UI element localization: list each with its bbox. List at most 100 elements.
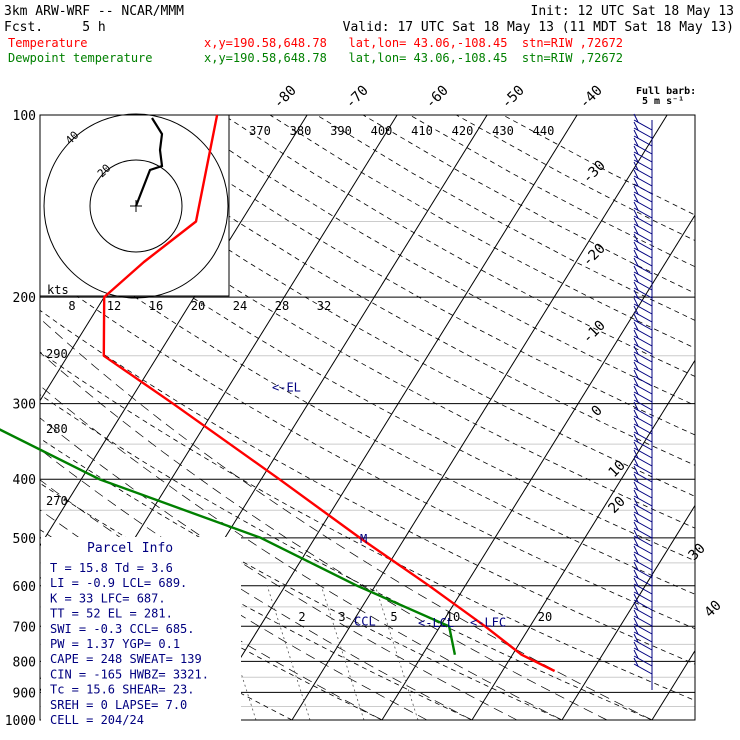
isotherm-label-10: 10 [606, 458, 629, 481]
wind-barb [633, 327, 653, 339]
wind-barbs [633, 113, 653, 690]
dry-adiabat-130 [176, 115, 695, 406]
wind-barb-flag [633, 537, 639, 547]
wind-barb [633, 287, 653, 299]
wind-barb-flag [633, 313, 639, 323]
side-theta-label-290: 290 [46, 347, 68, 361]
wind-barb [633, 183, 653, 195]
valid-time-label: Valid: 17 UTC Sat 18 May 13 (11 MDT Sat … [343, 20, 734, 35]
annotation-lcl: <-LCL [418, 616, 454, 630]
wind-barb [633, 663, 653, 675]
parcel-info-row: TT = 52 EL = 281. [50, 607, 173, 621]
wind-barb [633, 127, 653, 139]
wind-barb-flag [633, 113, 639, 123]
hodograph-trace [134, 117, 164, 207]
dry-adiabat-60 [40, 269, 695, 630]
wind-barb [633, 383, 653, 395]
isotherm-label--80: -80 [271, 83, 300, 112]
wind-barb [633, 215, 653, 227]
parcel-info-box: Parcel Info T = 15.8 Td = 3.6LI = -0.9 L… [41, 537, 241, 727]
wind-barb [633, 527, 653, 539]
wind-barb-flag [633, 417, 639, 427]
parcel-info-row: CAPE = 248 SWEAT= 139 [50, 652, 202, 666]
wind-barb-flag [633, 241, 639, 251]
wind-barb-flag [633, 641, 639, 651]
wind-barb [633, 575, 653, 587]
wind-barb [633, 367, 653, 379]
barb-legend-label: Full barb: [636, 86, 696, 97]
wind-barb [633, 447, 653, 459]
wind-barb-flag [633, 593, 639, 603]
temperature-curve [102, 114, 556, 673]
moist-adiabat-10 [40, 448, 473, 721]
theta-label-430: 430 [492, 124, 514, 138]
dry-adiabat-90 [40, 153, 695, 529]
wind-barb-flag [633, 233, 639, 243]
isotherm-label-20: 20 [606, 494, 629, 517]
wind-barb [633, 191, 653, 203]
theta-label-380: 380 [290, 124, 312, 138]
wind-barb-flag [633, 529, 639, 539]
wind-barb-flag [633, 257, 639, 267]
plot-border [39, 114, 696, 721]
annotation-el: <-EL [272, 380, 301, 394]
wind-barb-flag [633, 553, 639, 563]
wind-barb [633, 455, 653, 467]
wind-barb-flag [633, 273, 639, 283]
plot-frame [39, 114, 696, 721]
wind-barb-flag [633, 345, 639, 355]
wind-barb [633, 119, 653, 131]
annotation-ccl: CCL [354, 615, 376, 629]
isotherm-20 [561, 504, 695, 721]
wind-barb [633, 175, 653, 187]
wind-barb [633, 391, 653, 403]
temperature-location: x,y=190.58,648.78 lat,lon= 43.06,-108.45… [204, 36, 623, 50]
dry-adiabat-20 [40, 437, 563, 721]
side-theta-label-280: 280 [46, 422, 68, 436]
wind-barb-flag [633, 121, 639, 131]
wind-barb-flag [633, 513, 639, 523]
wind-barb-flag [633, 329, 639, 339]
wind-barb-flag [633, 201, 639, 211]
wind-barb-flag [633, 393, 639, 403]
theta-e-label-32: 32 [317, 299, 331, 313]
wind-barb [633, 647, 653, 659]
dry-adiabat-140 [223, 115, 695, 377]
isotherm-label-40: 40 [702, 598, 725, 621]
wind-barb-flag [633, 321, 639, 331]
pressure-label-100: 100 [13, 109, 36, 124]
parcel-info-row: CELL = 204/24 [50, 713, 144, 727]
isotherm-10 [471, 359, 695, 721]
isotherm-label--20: -20 [580, 241, 609, 270]
wind-barb [633, 463, 653, 475]
barb-legend-units: 5 m s⁻¹ [642, 96, 684, 107]
mixing-ratio-label-20: 20 [538, 610, 552, 624]
dry-adiabat-100 [40, 116, 695, 497]
isotherm--20 [201, 115, 578, 721]
forecast-hour-label: Fcst. 5 h [4, 20, 106, 35]
theta-e-label-28: 28 [275, 299, 289, 313]
wind-barb-flag [633, 433, 639, 443]
pressure-label-400: 400 [13, 473, 36, 488]
wind-barb [633, 583, 653, 595]
isotherm-label--60: -60 [423, 83, 452, 112]
mixing-ratio-label-5: 5 [390, 610, 397, 624]
wind-barb [633, 223, 653, 235]
wind-barb-flag [633, 657, 639, 667]
parcel-info-row: SWI = -0.3 CCL= 685. [50, 622, 195, 636]
wind-barb [633, 263, 653, 275]
wind-barb-flag [633, 585, 639, 595]
moist-adiabat-30 [40, 317, 653, 721]
temperature-legend: Temperature [8, 36, 87, 50]
wind-barb-flag [633, 465, 639, 475]
wind-barb-flag [633, 441, 639, 451]
pressure-label-500: 500 [13, 532, 36, 547]
theta-label-440: 440 [533, 124, 555, 138]
theta-e-label-16: 16 [149, 299, 163, 313]
parcel-info-row: PW = 1.37 YGP= 0.1 [50, 637, 180, 651]
wind-barb [633, 471, 653, 483]
mixing-ratio-20 [374, 585, 419, 721]
parcel-info-row: K = 33 LFC= 687. [50, 591, 166, 605]
parcel-info-row: SREH = 0 LAPSE= 7.0 [50, 698, 187, 712]
